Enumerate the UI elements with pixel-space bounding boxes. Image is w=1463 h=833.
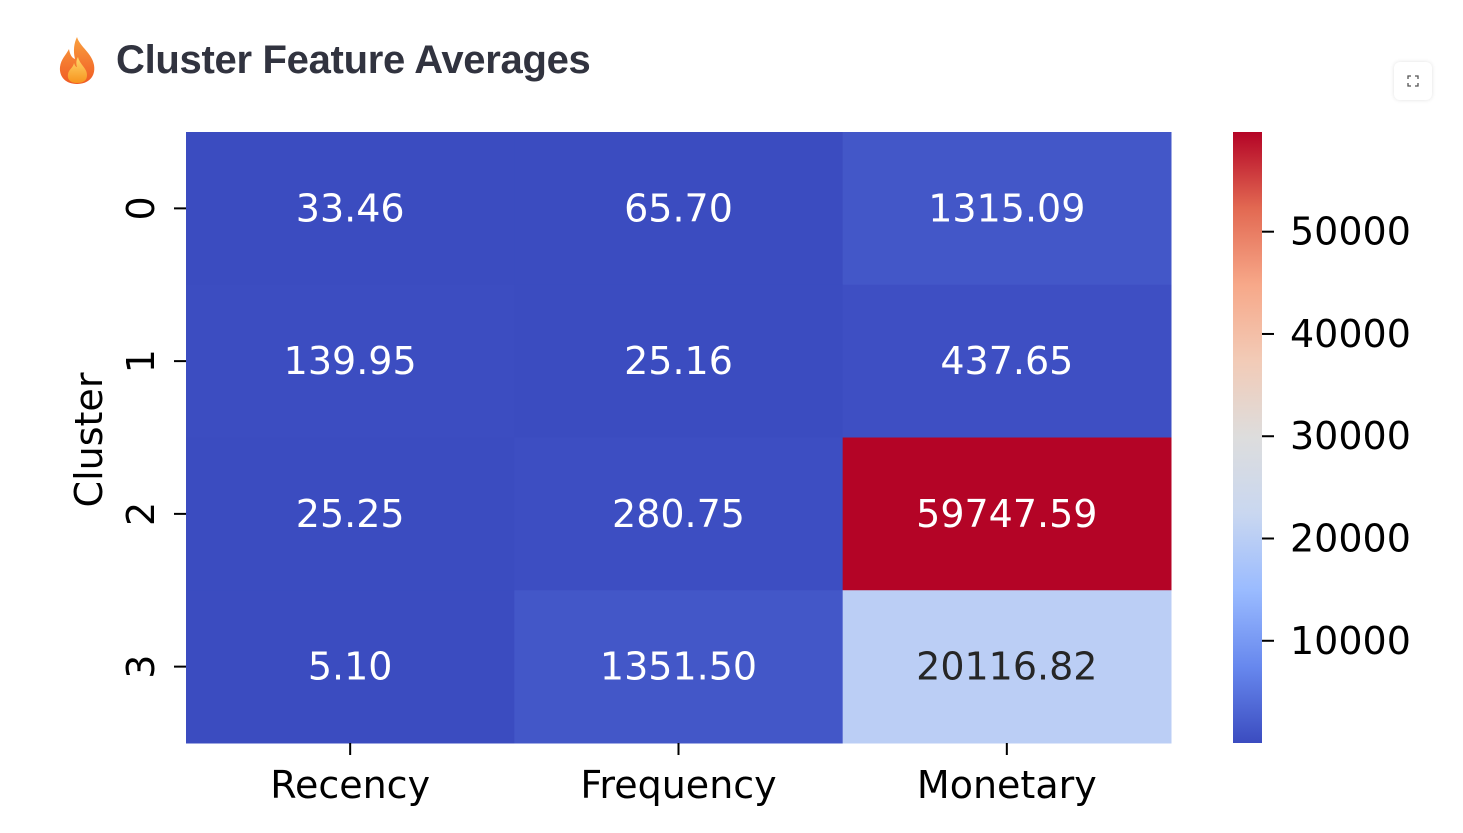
colorbar-tick-label: 50000 <box>1290 210 1411 254</box>
heatmap-cell-label: 437.65 <box>940 339 1073 383</box>
y-tick-label: 0 <box>119 196 163 220</box>
x-tick-label: Monetary <box>917 763 1097 807</box>
colorbar-gradient <box>1233 132 1262 743</box>
heatmap-cell-label: 33.46 <box>296 186 405 230</box>
y-tick-label: 3 <box>119 655 163 679</box>
x-tick-label: Recency <box>270 763 430 807</box>
y-tick-label: 1 <box>119 349 163 373</box>
colorbar-tick-label: 40000 <box>1290 312 1411 356</box>
heatmap-cell <box>514 590 844 744</box>
heatmap-cell <box>186 437 515 591</box>
heatmap-cell-label: 1315.09 <box>928 186 1085 230</box>
x-tick-label: Frequency <box>580 763 776 807</box>
page-title: Cluster Feature Averages <box>116 37 591 82</box>
heatmap-cell-label: 5.10 <box>308 645 393 689</box>
heatmap-cell-label: 20116.82 <box>916 645 1097 689</box>
heatmap-cell <box>186 132 515 286</box>
heatmap-cell-label: 25.16 <box>624 339 733 383</box>
colorbar-tick-label: 30000 <box>1290 414 1411 458</box>
header: Cluster Feature Averages <box>56 30 591 90</box>
colorbar-tick-label: 20000 <box>1290 517 1411 561</box>
y-axis-title: Cluster <box>67 372 111 507</box>
heatmap-cell-label: 1351.50 <box>600 645 757 689</box>
fullscreen-button[interactable] <box>1394 62 1432 100</box>
flame-icon <box>59 37 95 84</box>
heatmap-cell-label: 280.75 <box>612 492 745 536</box>
heatmap-cell-labels: 33.46 65.70 1315.09 139.95 25.16 437.65 25.25 2… <box>284 186 1098 688</box>
colorbar: 10000 20000 30000 40000 50000 <box>1233 132 1411 743</box>
heatmap-cell <box>186 590 515 744</box>
heatmap-cell <box>842 284 1172 438</box>
heatmap-cell <box>514 284 844 438</box>
y-tick-label: 2 <box>119 502 163 526</box>
x-axis: Recency Frequency Monetary <box>270 743 1097 807</box>
heatmap-cell <box>842 437 1172 591</box>
heatmap-cell-label: 65.70 <box>624 186 733 230</box>
heatmap-cells <box>186 132 1172 744</box>
y-axis: 0 1 2 3 <box>119 196 186 679</box>
colorbar-tick-label: 10000 <box>1290 619 1411 663</box>
heatmap-cell <box>514 132 844 286</box>
heatmap-cell-label: 139.95 <box>284 339 417 383</box>
heatmap-cell <box>514 437 844 591</box>
heatmap-cell-label: 25.25 <box>296 492 405 536</box>
heatmap-cell-label: 59747.59 <box>916 492 1097 536</box>
heatmap-cell <box>842 590 1172 744</box>
heatmap-cell <box>842 132 1172 286</box>
fullscreen-icon <box>1407 75 1419 87</box>
heatmap-cell <box>186 284 515 438</box>
